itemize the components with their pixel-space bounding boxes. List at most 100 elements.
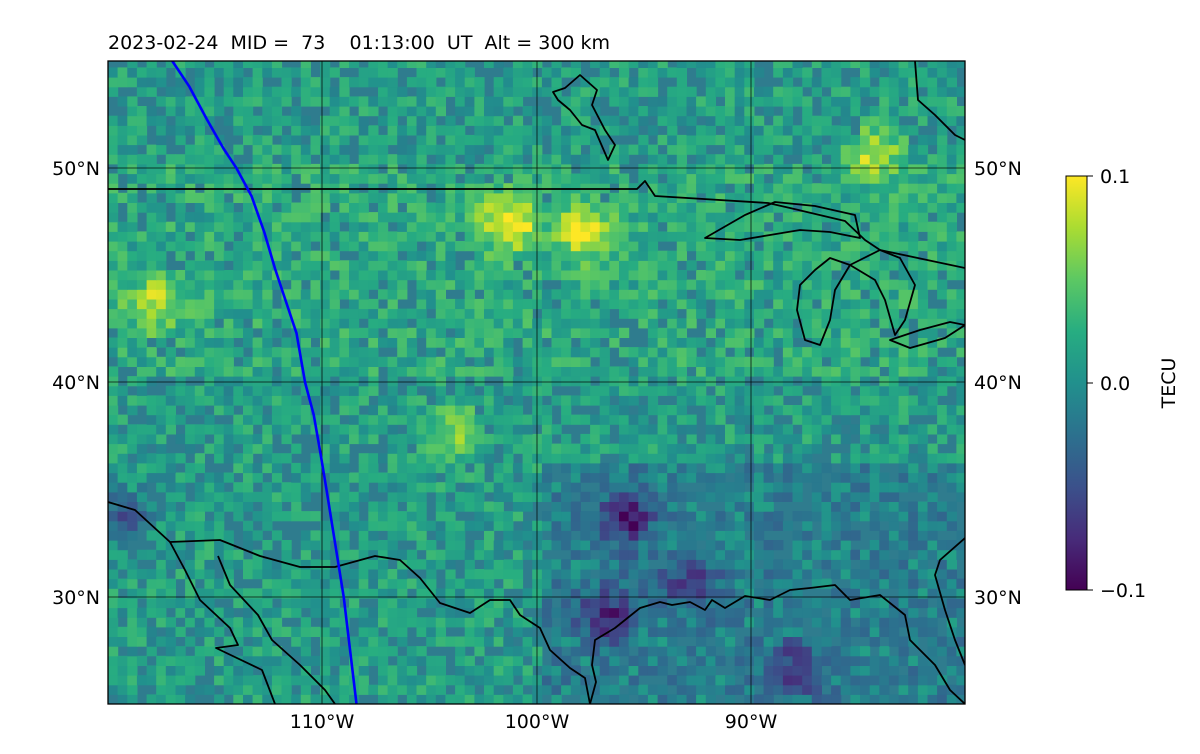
heatmap-cell <box>406 491 418 502</box>
heatmap-cell <box>850 578 861 589</box>
heatmap-cell <box>368 501 379 512</box>
heatmap-cell <box>888 298 900 310</box>
heatmap-cell <box>754 356 765 367</box>
heatmap-cell <box>657 385 668 396</box>
heatmap-cell <box>329 472 340 483</box>
heatmap-cell <box>243 665 254 676</box>
heatmap-cell <box>223 289 234 300</box>
heatmap-cell <box>570 511 581 522</box>
heatmap-cell <box>628 347 639 358</box>
heatmap-cell <box>811 472 822 483</box>
heatmap-cell <box>397 337 408 348</box>
heatmap-cell <box>609 144 620 155</box>
heatmap-cell <box>782 221 794 232</box>
heatmap-cell <box>484 665 495 676</box>
heatmap-cell <box>281 202 292 213</box>
heatmap-cell <box>628 501 639 512</box>
heatmap-cell <box>782 617 794 628</box>
heatmap-cell <box>917 453 929 464</box>
heatmap-cell <box>117 636 128 647</box>
heatmap-cell <box>657 192 668 203</box>
heatmap-cell <box>580 202 591 213</box>
heatmap-cell <box>406 61 418 68</box>
heatmap-cell <box>792 684 803 695</box>
heatmap-cell <box>435 67 446 78</box>
heatmap-cell <box>590 530 601 541</box>
heatmap-cell <box>426 433 437 445</box>
heatmap-cell <box>300 482 311 493</box>
heatmap-cell <box>243 212 254 223</box>
heatmap-cell <box>185 588 196 599</box>
heatmap-cell <box>512 482 524 493</box>
heatmap-cell <box>358 125 369 136</box>
heatmap-cell <box>541 347 553 358</box>
heatmap-cell <box>734 163 745 175</box>
heatmap-cell <box>821 202 832 213</box>
heatmap-cell <box>474 327 485 338</box>
heatmap-cell <box>551 250 562 261</box>
heatmap-cell <box>628 443 639 454</box>
heatmap-cell <box>879 569 890 580</box>
heatmap-cell <box>358 77 369 88</box>
heatmap-cell <box>165 241 176 252</box>
heatmap-cell <box>320 115 331 126</box>
heatmap-cell <box>831 549 842 560</box>
heatmap-cell <box>551 270 562 281</box>
heatmap-cell <box>493 356 504 367</box>
heatmap-cell <box>281 569 292 580</box>
heatmap-cell <box>204 501 215 512</box>
heatmap-cell <box>628 144 639 155</box>
heatmap-cell <box>233 77 244 88</box>
heatmap-cell <box>387 482 398 493</box>
heatmap-cell <box>503 241 514 252</box>
heatmap-cell <box>358 241 369 252</box>
heatmap-cell <box>686 433 697 445</box>
heatmap-cell <box>599 298 610 310</box>
heatmap-cell <box>676 405 687 416</box>
heatmap-cell <box>281 482 292 493</box>
heatmap-cell <box>898 433 909 445</box>
heatmap-cell <box>484 395 495 406</box>
heatmap-cell <box>378 395 389 406</box>
heatmap-cell <box>696 106 707 117</box>
heatmap-cell <box>754 125 765 136</box>
heatmap-cells <box>108 61 965 704</box>
heatmap-cell <box>956 453 965 464</box>
heatmap-cell <box>734 453 745 464</box>
heatmap-cell <box>908 395 919 406</box>
heatmap-cell <box>252 675 263 686</box>
heatmap-cell <box>406 154 418 165</box>
heatmap-cell <box>715 636 726 647</box>
heatmap-cell <box>185 462 196 474</box>
heatmap-cell <box>734 260 745 271</box>
heatmap-cell <box>243 569 254 580</box>
heatmap-cell <box>840 453 851 464</box>
heatmap-cell <box>840 298 851 310</box>
heatmap-cell <box>590 154 601 165</box>
heatmap-cell <box>590 626 601 637</box>
heatmap-cell <box>898 61 909 68</box>
heatmap-cell <box>252 241 263 252</box>
heatmap-cell <box>329 212 340 223</box>
heatmap-cell <box>686 588 697 599</box>
heatmap-cell <box>136 279 148 290</box>
heatmap-cell <box>300 414 311 425</box>
heatmap-cell <box>590 578 601 589</box>
heatmap-cell <box>512 395 524 406</box>
heatmap-cell <box>888 385 900 396</box>
heatmap-cell <box>792 289 803 300</box>
heatmap-cell <box>541 385 553 396</box>
heatmap-cell <box>946 250 957 261</box>
heatmap-cell <box>956 530 965 541</box>
heatmap-cell <box>628 385 639 396</box>
heatmap-cell <box>368 376 379 387</box>
heatmap-cell <box>136 327 148 338</box>
heatmap-cell <box>676 491 687 502</box>
heatmap-cell <box>378 86 389 97</box>
heatmap-cell <box>927 665 938 676</box>
heatmap-cell <box>705 511 716 522</box>
heatmap-cell <box>320 163 331 175</box>
heatmap-cell <box>146 607 157 618</box>
heatmap-cell <box>368 559 379 570</box>
heatmap-cell <box>734 154 745 165</box>
